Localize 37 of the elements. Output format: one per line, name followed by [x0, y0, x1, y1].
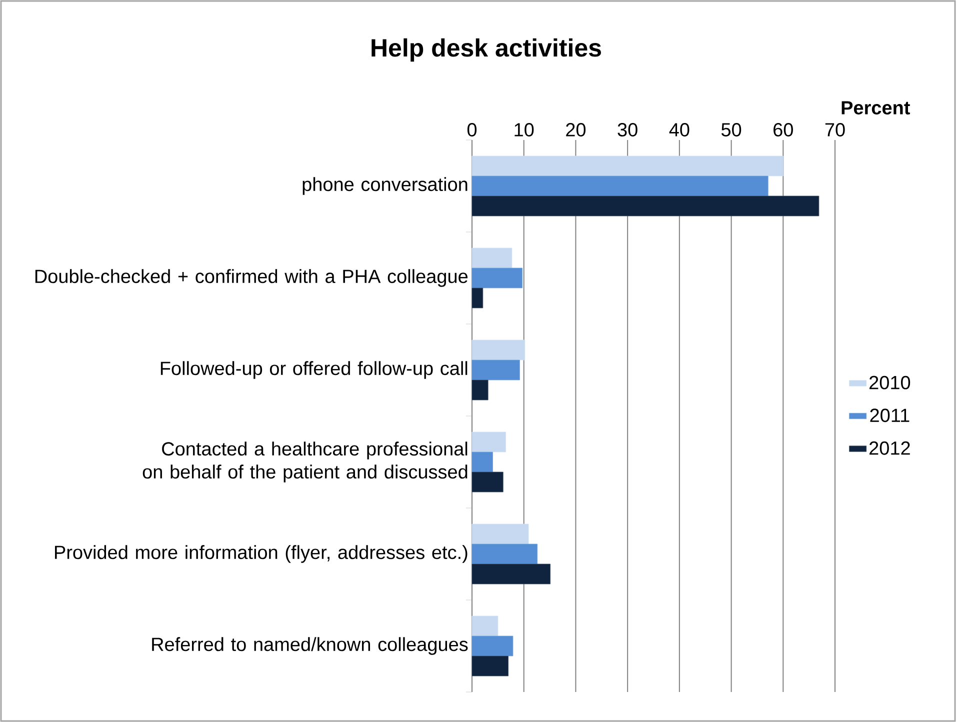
chart-title: Help desk activities [372, 38, 601, 62]
x-axis-title: Percent [842, 101, 910, 114]
x-tick-label: 20 [566, 123, 586, 136]
legend-label: 2012 [870, 441, 910, 455]
x-tick-label: 30 [618, 123, 638, 136]
x-tick-label: 40 [669, 123, 690, 136]
bar [472, 616, 498, 636]
bar [472, 432, 506, 452]
bar [472, 176, 768, 196]
bar [472, 248, 512, 268]
bar [472, 472, 504, 492]
bar [472, 544, 538, 564]
y-tick-label: Contacted a healthcare professional on behalf of the patient and discussed [142, 442, 468, 482]
y-tick-label: Referred to named/known colleagues [152, 637, 468, 655]
bar [472, 268, 523, 288]
x-tick-label: 70 [825, 123, 845, 136]
bar [472, 452, 493, 472]
y-tick-label: phone conversation [302, 177, 468, 195]
legend-label: 2010 [870, 376, 910, 390]
x-tick-label: 60 [774, 123, 793, 136]
bar [472, 360, 520, 380]
x-tick-label: 0 [467, 123, 477, 136]
bar [472, 524, 529, 544]
bar [472, 156, 784, 176]
x-tick-label: 10 [514, 123, 534, 136]
bar [472, 288, 484, 308]
y-tick-label: Double-checked + confirmed with a PHA colleague [35, 269, 468, 287]
y-tick-label: Followed-up or offered follow-up call [160, 361, 468, 379]
bar [472, 656, 509, 676]
legend-label: 2011 [870, 408, 910, 422]
bar [472, 380, 488, 400]
bar [472, 196, 820, 216]
bar [472, 636, 514, 656]
x-tick-label: 50 [721, 123, 742, 136]
y-tick-label: Provided more information (flyer, addresses etc.) [55, 545, 468, 563]
bar [472, 564, 551, 584]
bar [472, 340, 526, 360]
